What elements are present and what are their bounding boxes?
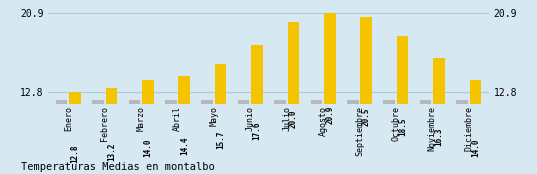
Bar [274,100,286,174]
Bar [69,92,81,174]
Bar [142,80,154,174]
Text: 20.0: 20.0 [289,110,298,128]
Text: 13.2: 13.2 [107,143,116,161]
Text: 17.6: 17.6 [252,121,262,140]
Text: 16.3: 16.3 [434,128,444,146]
Bar [347,100,359,174]
Bar [92,100,104,174]
Bar [238,100,249,174]
Bar [128,100,140,174]
Text: 12.8: 12.8 [70,145,79,163]
Bar [251,45,263,174]
Bar [469,80,481,174]
Bar [178,76,190,174]
Bar [310,100,322,174]
Bar [397,36,409,174]
Bar [106,88,117,174]
Text: 20.9: 20.9 [325,105,335,124]
Text: 14.0: 14.0 [471,139,480,157]
Bar [324,13,336,174]
Text: Temperaturas Medias en montalbo: Temperaturas Medias en montalbo [21,162,215,172]
Bar [360,17,372,174]
Text: 14.4: 14.4 [180,137,188,155]
Text: 14.0: 14.0 [143,139,153,157]
Bar [215,64,227,174]
Bar [201,100,213,174]
Bar [56,100,68,174]
Bar [433,58,445,174]
Bar [420,100,431,174]
Bar [383,100,395,174]
Text: 18.5: 18.5 [398,117,407,136]
Bar [288,22,299,174]
Bar [165,100,177,174]
Text: 15.7: 15.7 [216,131,225,149]
Text: 20.5: 20.5 [362,107,371,126]
Bar [456,100,468,174]
